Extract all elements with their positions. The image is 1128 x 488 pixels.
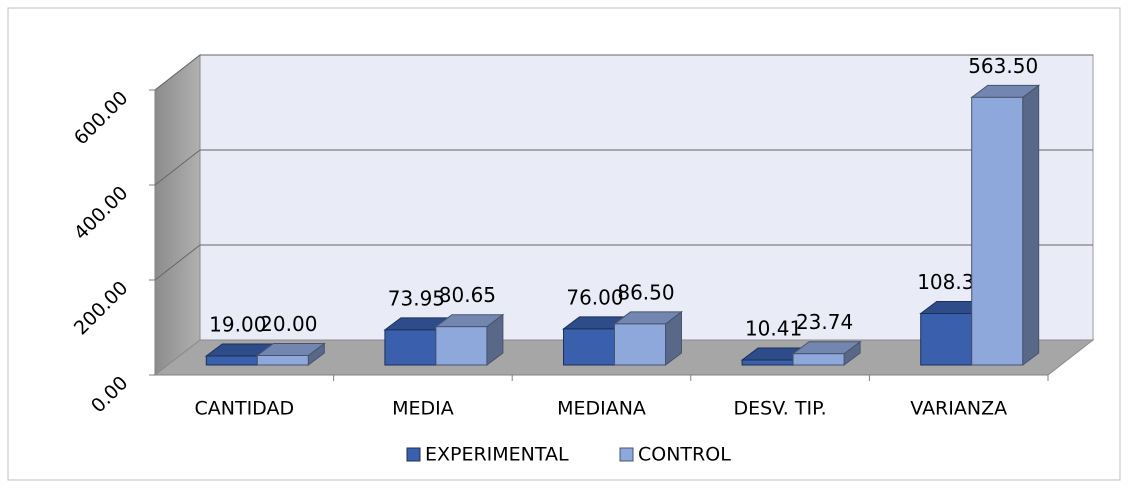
x-tick-label: VARIANZA: [910, 398, 1007, 420]
legend-swatch: [406, 447, 421, 462]
data-label: 19.00: [209, 312, 266, 336]
bar: [614, 323, 666, 366]
x-tick-label: MEDIA: [392, 398, 454, 420]
bar: [971, 96, 1024, 366]
side-wall: [154, 53, 201, 377]
x-tick-label: CANTIDAD: [194, 398, 294, 420]
bar: [384, 329, 437, 366]
grid-line: [154, 244, 201, 281]
bar: [563, 328, 615, 366]
data-label: 10.41: [745, 317, 802, 341]
x-tick-label: DESV. TIP.: [734, 398, 827, 420]
legend-swatch: [619, 447, 634, 462]
legend-label: CONTROL: [638, 444, 731, 466]
data-label: 20.00: [260, 312, 317, 336]
x-tick-label: MEDIANA: [557, 398, 646, 420]
bar: [256, 355, 309, 366]
data-label: 80.65: [439, 283, 496, 307]
data-label: 73.95: [388, 286, 445, 310]
bar: [205, 355, 258, 366]
data-label: 23.74: [796, 310, 853, 334]
legend-label: EXPERIMENTAL: [425, 444, 569, 466]
data-label: 86.50: [617, 280, 674, 304]
data-label: 76.00: [566, 285, 623, 309]
bar-side: [1022, 84, 1040, 367]
grid-line: [154, 149, 201, 186]
bar: [435, 326, 488, 366]
bar: [920, 313, 973, 366]
bar: [741, 359, 794, 366]
grid-line: [154, 54, 201, 91]
bar: [792, 353, 845, 366]
data-label: 563.50: [968, 54, 1038, 78]
